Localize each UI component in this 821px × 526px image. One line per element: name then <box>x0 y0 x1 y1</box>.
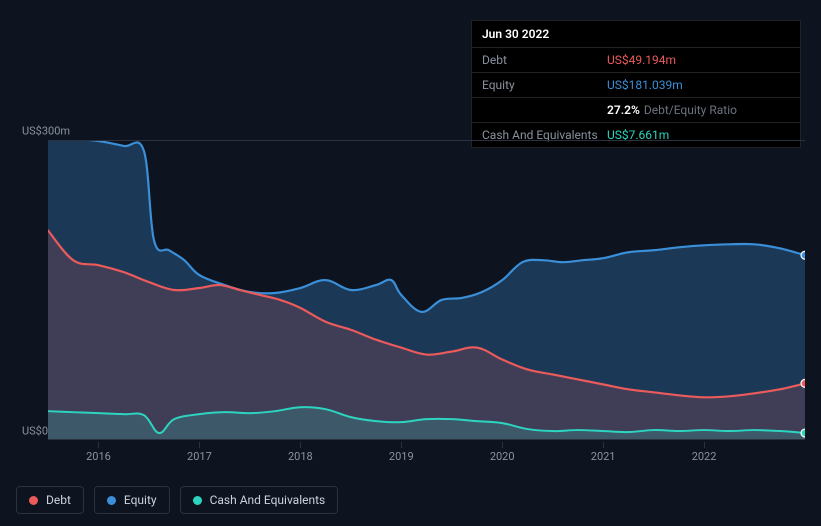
x-axis-label: 2022 <box>692 450 717 463</box>
x-tick <box>98 442 99 448</box>
legend-label: Cash And Equivalents <box>210 493 326 507</box>
tooltip-row-label: Debt <box>482 53 607 67</box>
x-axis-label: 2016 <box>86 450 111 463</box>
x-axis: 2016 2017 2018 2019 2020 2021 2022 <box>48 442 805 466</box>
plot-area[interactable] <box>48 140 805 440</box>
x-axis-label: 2017 <box>187 450 212 463</box>
legend-dot-icon <box>107 496 116 505</box>
tooltip-row-label <box>482 103 607 117</box>
series-end-marker <box>801 251 805 259</box>
x-tick <box>401 442 402 448</box>
legend: Debt Equity Cash And Equivalents <box>16 486 338 514</box>
x-tick <box>502 442 503 448</box>
series-end-marker <box>801 429 805 437</box>
chart-svg <box>48 141 805 439</box>
x-tick <box>603 442 604 448</box>
x-axis-label: 2021 <box>591 450 616 463</box>
legend-label: Debt <box>46 493 71 507</box>
legend-item[interactable]: Cash And Equivalents <box>180 486 339 514</box>
y-axis-label-bottom: US$0 <box>22 425 48 438</box>
x-axis-label: 2019 <box>389 450 414 463</box>
tooltip-row-value: 27.2%Debt/Equity Ratio <box>607 103 790 117</box>
y-axis-label-top: US$300m <box>22 125 70 138</box>
legend-dot-icon <box>193 496 202 505</box>
tooltip-row: EquityUS$181.039m <box>472 73 800 98</box>
tooltip-row-label: Equity <box>482 78 607 92</box>
tooltip-row: DebtUS$49.194m <box>472 48 800 73</box>
tooltip-row-value: US$181.039m <box>607 78 790 92</box>
tooltip-row-value: US$49.194m <box>607 53 790 67</box>
legend-item[interactable]: Equity <box>94 486 170 514</box>
x-tick <box>704 442 705 448</box>
legend-label: Equity <box>124 493 157 507</box>
legend-item[interactable]: Debt <box>16 486 84 514</box>
x-tick <box>199 442 200 448</box>
x-tick <box>300 442 301 448</box>
series-end-marker <box>801 379 805 387</box>
tooltip-date: Jun 30 2022 <box>472 21 800 48</box>
chart-container: US$300m US$0 2016 2017 2018 2019 2020 2021 202… <box>16 120 805 476</box>
legend-dot-icon <box>29 496 38 505</box>
x-axis-label: 2020 <box>490 450 515 463</box>
x-axis-label: 2018 <box>288 450 313 463</box>
